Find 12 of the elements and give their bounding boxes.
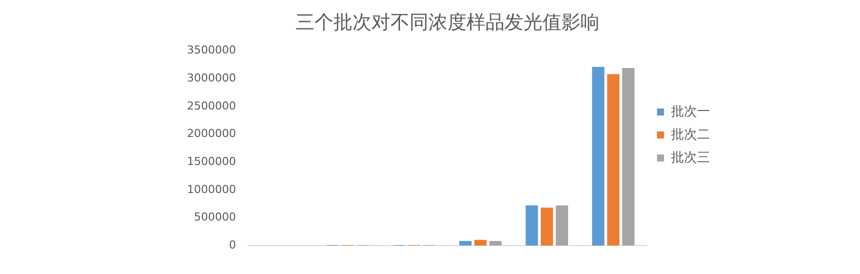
legend-label: 批次二 <box>671 127 710 142</box>
y-tick-label: 3000000 <box>186 71 236 84</box>
y-tick-label: 500000 <box>194 210 236 224</box>
y-tick-label: 2500000 <box>186 99 236 112</box>
y-tick-label: 0 <box>228 238 236 252</box>
legend-label: 批次一 <box>671 104 710 120</box>
y-tick-label: 3500000 <box>186 44 236 57</box>
y-tick-label: 2000000 <box>186 127 236 140</box>
chart-title: 三个批次对不同浓度样品发光值影响 <box>296 11 600 34</box>
y-tick-label: 1500000 <box>186 154 236 168</box>
y-tick-label: 1000000 <box>186 182 236 196</box>
legend-label: 批次三 <box>671 150 710 166</box>
